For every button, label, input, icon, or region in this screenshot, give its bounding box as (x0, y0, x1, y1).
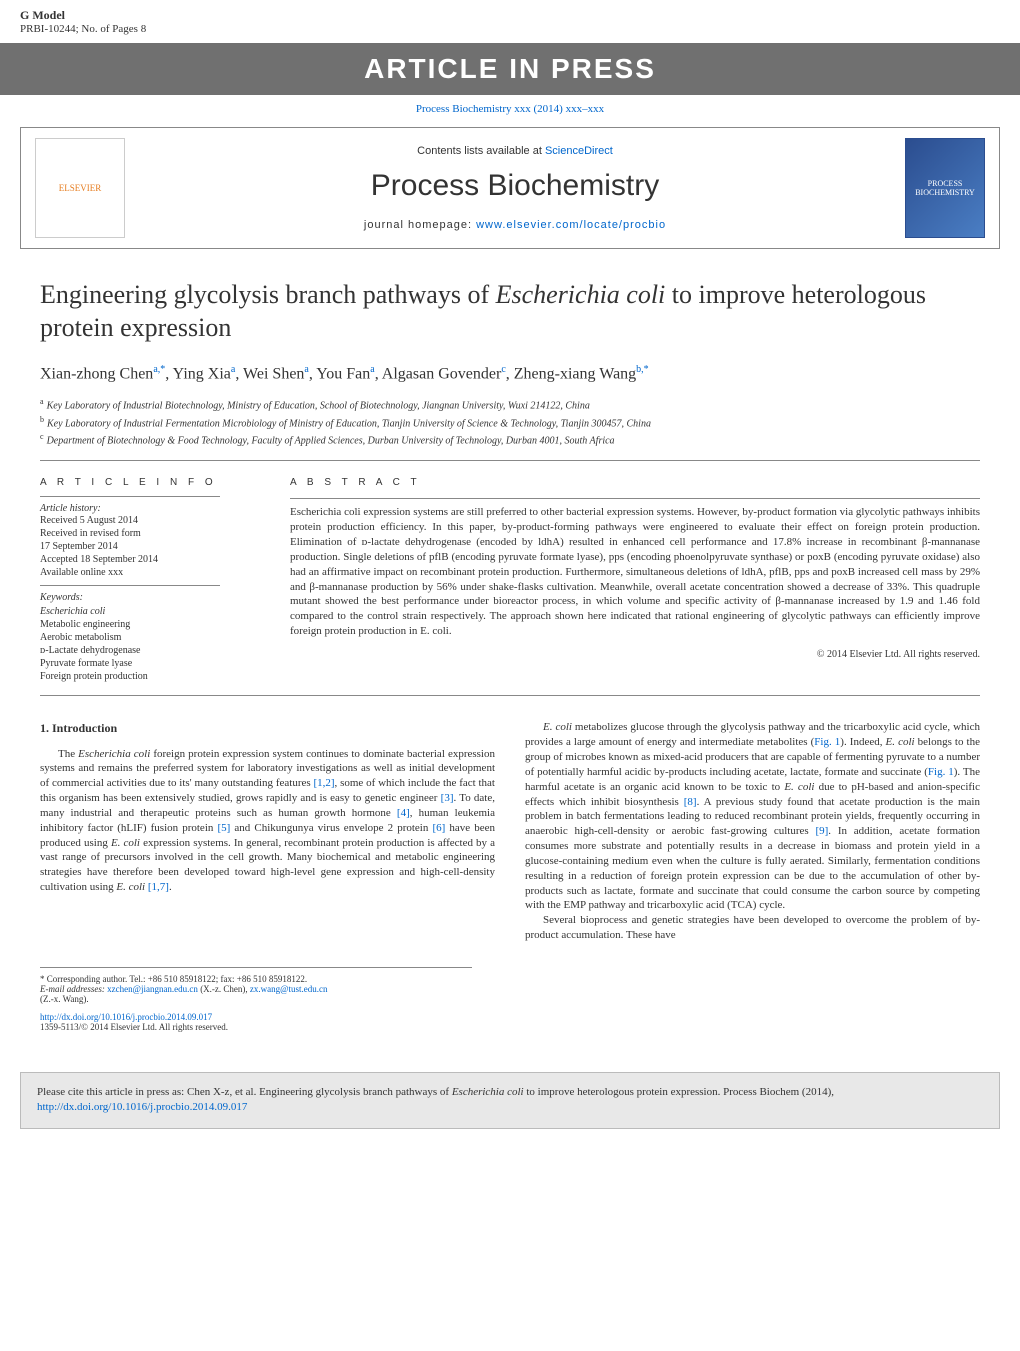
homepage-line: journal homepage: www.elsevier.com/locat… (139, 219, 891, 231)
article-title: Engineering glycolysis branch pathways o… (40, 279, 980, 344)
info-subdivider (40, 496, 220, 497)
email-line: E-mail addresses: xzchen@jiangnan.edu.cn… (40, 984, 472, 994)
doi-block: http://dx.doi.org/10.1016/j.procbio.2014… (40, 1012, 472, 1032)
affiliation-item: aKey Laboratory of Industrial Biotechnol… (40, 396, 980, 413)
doi-link[interactable]: http://dx.doi.org/10.1016/j.procbio.2014… (40, 1012, 212, 1022)
affiliation-item: cDepartment of Biotechnology & Food Tech… (40, 431, 980, 448)
abstract-divider (290, 498, 980, 499)
affiliations: aKey Laboratory of Industrial Biotechnol… (40, 396, 980, 448)
email-label: E-mail addresses: (40, 984, 107, 994)
contents-text: Contents lists available at (417, 145, 545, 157)
history-item: Available online xxx (40, 566, 260, 579)
issn-line: 1359-5113/© 2014 Elsevier Ltd. All right… (40, 1022, 228, 1032)
keywords-items: Escherichia coliMetabolic engineeringAer… (40, 605, 260, 683)
journal-reference: Process Biochemistry xxx (2014) xxx–xxx (0, 95, 1020, 127)
elsevier-label: ELSEVIER (59, 183, 102, 193)
email-link-2[interactable]: zx.wang@tust.edu.cn (250, 984, 328, 994)
homepage-label: journal homepage: (364, 219, 476, 231)
elsevier-logo: ELSEVIER (35, 138, 125, 238)
journal-ref-link[interactable]: Process Biochemistry xxx (2014) xxx–xxx (416, 103, 604, 115)
info-abstract-row: a r t i c l e i n f o Article history: R… (40, 477, 980, 683)
keyword-item: Aerobic metabolism (40, 631, 260, 644)
affiliation-item: bKey Laboratory of Industrial Fermentati… (40, 414, 980, 431)
article-in-press-banner: ARTICLE IN PRESS (0, 43, 1020, 95)
abstract-heading: a b s t r a c t (290, 477, 980, 488)
history-item: Received in revised form (40, 527, 260, 540)
gmodel-header: G Model PRBI-10244; No. of Pages 8 (0, 0, 1020, 43)
intro-para-1: The Escherichia coli foreign protein exp… (40, 747, 495, 895)
journal-title: Process Biochemistry (139, 169, 891, 203)
abstract-column: a b s t r a c t Escherichia coli express… (290, 477, 980, 683)
section-divider-2 (40, 695, 980, 696)
homepage-link[interactable]: www.elsevier.com/locate/procbio (476, 219, 666, 231)
citation-box: Please cite this article in press as: Ch… (20, 1072, 1000, 1129)
keyword-item: Escherichia coli (40, 605, 260, 618)
history-items: Received 5 August 2014Received in revise… (40, 514, 260, 579)
email-name-1: (X.-z. Chen), (198, 984, 250, 994)
abstract-text: Escherichia coli expression systems are … (290, 505, 980, 639)
authors-list: Xian-zhong Chena,*, Ying Xiaa, Wei Shena… (40, 362, 980, 386)
article-info-heading: a r t i c l e i n f o (40, 477, 260, 488)
main-two-column: 1. Introduction The Escherichia coli for… (40, 720, 980, 943)
contents-line: Contents lists available at ScienceDirec… (139, 145, 891, 157)
history-item: Received 5 August 2014 (40, 514, 260, 527)
history-label: Article history: (40, 503, 260, 514)
article-info-column: a r t i c l e i n f o Article history: R… (40, 477, 260, 683)
email-name-2: (Z.-x. Wang). (40, 994, 472, 1004)
header-center: Contents lists available at ScienceDirec… (139, 145, 891, 231)
keyword-item: Pyruvate formate lyase (40, 657, 260, 670)
corresponding-footnote: * Corresponding author. Tel.: +86 510 85… (40, 967, 472, 1004)
keyword-item: ᴅ-Lactate dehydrogenase (40, 644, 260, 657)
history-item: 17 September 2014 (40, 540, 260, 553)
journal-header-box: ELSEVIER Contents lists available at Sci… (20, 127, 1000, 249)
sciencedirect-link[interactable]: ScienceDirect (545, 145, 613, 157)
history-item: Accepted 18 September 2014 (40, 553, 260, 566)
section-divider (40, 460, 980, 461)
gmodel-line2: PRBI-10244; No. of Pages 8 (20, 23, 1000, 35)
journal-cover-thumbnail: PROCESS BIOCHEMISTRY (905, 138, 985, 238)
article-body: Engineering glycolysis branch pathways o… (0, 249, 1020, 1052)
citation-text: Please cite this article in press as: Ch… (37, 1086, 834, 1098)
left-column: 1. Introduction The Escherichia coli for… (40, 720, 495, 943)
right-column: E. coli metabolizes glucose through the … (525, 720, 980, 943)
intro-para-2: E. coli metabolizes glucose through the … (525, 720, 980, 913)
keyword-item: Metabolic engineering (40, 618, 260, 631)
intro-heading: 1. Introduction (40, 720, 495, 736)
cover-text: PROCESS BIOCHEMISTRY (906, 179, 984, 197)
info-subdivider-2 (40, 585, 220, 586)
keywords-label: Keywords: (40, 592, 260, 603)
citation-doi-link[interactable]: http://dx.doi.org/10.1016/j.procbio.2014… (37, 1101, 247, 1113)
abstract-copyright: © 2014 Elsevier Ltd. All rights reserved… (290, 649, 980, 660)
intro-para-3: Several bioprocess and genetic strategie… (525, 913, 980, 943)
email-link-1[interactable]: xzchen@jiangnan.edu.cn (107, 984, 198, 994)
corr-author-line: * Corresponding author. Tel.: +86 510 85… (40, 974, 472, 984)
gmodel-line1: G Model (20, 8, 1000, 23)
keyword-item: Foreign protein production (40, 670, 260, 683)
